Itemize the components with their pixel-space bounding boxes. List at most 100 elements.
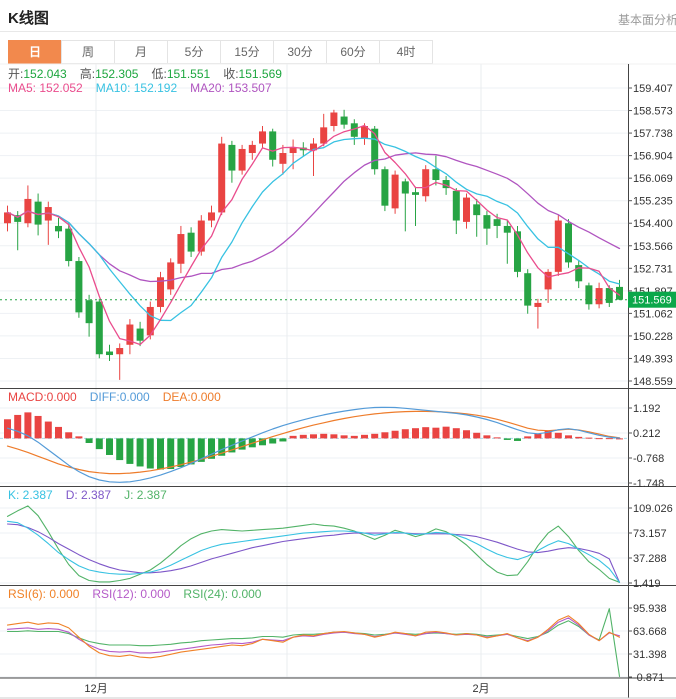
tab-5分[interactable]: 5分 [167, 40, 221, 64]
candle-44 [452, 190, 460, 221]
candle-39 [401, 181, 409, 194]
candle-15 [157, 277, 164, 307]
candle-5 [55, 225, 62, 232]
tab-60分[interactable]: 60分 [326, 40, 380, 64]
candle-36 [371, 128, 379, 170]
candle-50 [514, 231, 521, 272]
candle-23 [238, 148, 246, 171]
candle-56 [575, 265, 583, 282]
candle-48 [493, 219, 501, 226]
page-title: K线图 [8, 10, 49, 27]
axis-label: -0.871 [633, 672, 664, 684]
candle-3 [34, 201, 42, 225]
candle-32 [330, 112, 338, 127]
candle-55 [565, 223, 572, 263]
candle-59 [605, 288, 613, 303]
axis-label: -1.748 [633, 478, 664, 490]
axis-label: 1.419 [633, 578, 661, 590]
candle-12 [126, 324, 134, 345]
candle-31 [320, 127, 328, 144]
candle-51 [524, 273, 532, 306]
candle-54 [554, 220, 562, 272]
candle-41 [422, 169, 430, 197]
axis-label: 156.069 [633, 173, 673, 185]
axis-label: 31.398 [633, 649, 667, 661]
candle-26 [269, 131, 277, 160]
candle-58 [595, 288, 603, 305]
axis-label: 37.288 [633, 553, 667, 565]
candle-8 [85, 300, 93, 324]
candle-47 [483, 215, 491, 229]
candle-33 [340, 116, 348, 125]
candle-52 [534, 302, 542, 307]
candle-18 [187, 232, 195, 252]
tab-15分[interactable]: 15分 [220, 40, 274, 64]
candle-9 [95, 301, 103, 355]
candle-45 [463, 197, 470, 222]
candle-24 [248, 144, 256, 154]
axis-label: 154.400 [633, 218, 673, 230]
period-tabbar: 日周月 5分 15分 30分 60分 4时 [8, 40, 433, 64]
candle-28 [289, 147, 297, 154]
current-price-badge [628, 291, 676, 308]
candle-6 [65, 228, 73, 262]
candle-13 [136, 328, 144, 341]
candle-25 [259, 131, 266, 144]
axis-label: 149.393 [633, 353, 673, 365]
candle-46 [473, 204, 481, 216]
candle-1 [14, 215, 22, 222]
axis-label: 12月 [84, 683, 107, 695]
candle-53 [544, 271, 552, 290]
axis-label: 148.559 [633, 376, 673, 388]
candle-40 [412, 192, 419, 195]
axis-label: 153.566 [633, 241, 673, 253]
candle-27 [279, 153, 287, 164]
candle-4 [44, 207, 52, 221]
axis-label: 0.212 [633, 428, 661, 440]
candle-57 [585, 285, 593, 305]
candle-38 [391, 174, 399, 209]
axis-label: 150.228 [633, 331, 673, 343]
axis-label: 158.573 [633, 106, 673, 118]
tab-30分[interactable]: 30分 [273, 40, 327, 64]
candle-37 [381, 169, 389, 206]
candle-19 [197, 220, 205, 252]
candle-7 [75, 261, 83, 313]
tab-月[interactable]: 月 [114, 40, 168, 64]
axis-label: 151.062 [633, 308, 673, 320]
candle-30 [310, 143, 317, 151]
axis-label: 63.668 [633, 626, 667, 638]
tab-日[interactable]: 日 [8, 40, 62, 64]
widget-header: K线图 基本面分析 [0, 0, 676, 32]
fundamental-analysis-link[interactable]: 基本面分析 [617, 13, 676, 27]
axis-label: 157.738 [633, 128, 673, 140]
candle-14 [146, 306, 154, 336]
candle-43 [442, 180, 450, 189]
candle-20 [208, 212, 215, 221]
candle-22 [228, 144, 236, 171]
candle-34 [350, 123, 358, 137]
axis-label: 152.731 [633, 263, 673, 275]
candle-10 [106, 351, 113, 356]
candle-60 [616, 286, 623, 300]
axis-label: 156.904 [633, 151, 673, 163]
candle-11 [116, 348, 124, 355]
axis-label: 151.569 [632, 295, 672, 307]
axis-label: 2月 [472, 683, 489, 695]
axis-label: -0.768 [633, 453, 664, 465]
axis-label: 73.157 [633, 528, 667, 540]
candle-0 [4, 212, 11, 224]
candle-21 [218, 143, 226, 213]
axis-label: 159.407 [633, 83, 673, 95]
axis-label: 109.026 [633, 503, 673, 515]
axis-label: 155.235 [633, 196, 673, 208]
axis-label: 1.192 [633, 403, 661, 415]
candle-35 [361, 126, 368, 139]
candle-49 [503, 225, 511, 233]
candle-16 [167, 262, 175, 290]
axis-label: 95.938 [633, 603, 667, 615]
candle-42 [432, 169, 440, 181]
candle-17 [177, 234, 185, 264]
